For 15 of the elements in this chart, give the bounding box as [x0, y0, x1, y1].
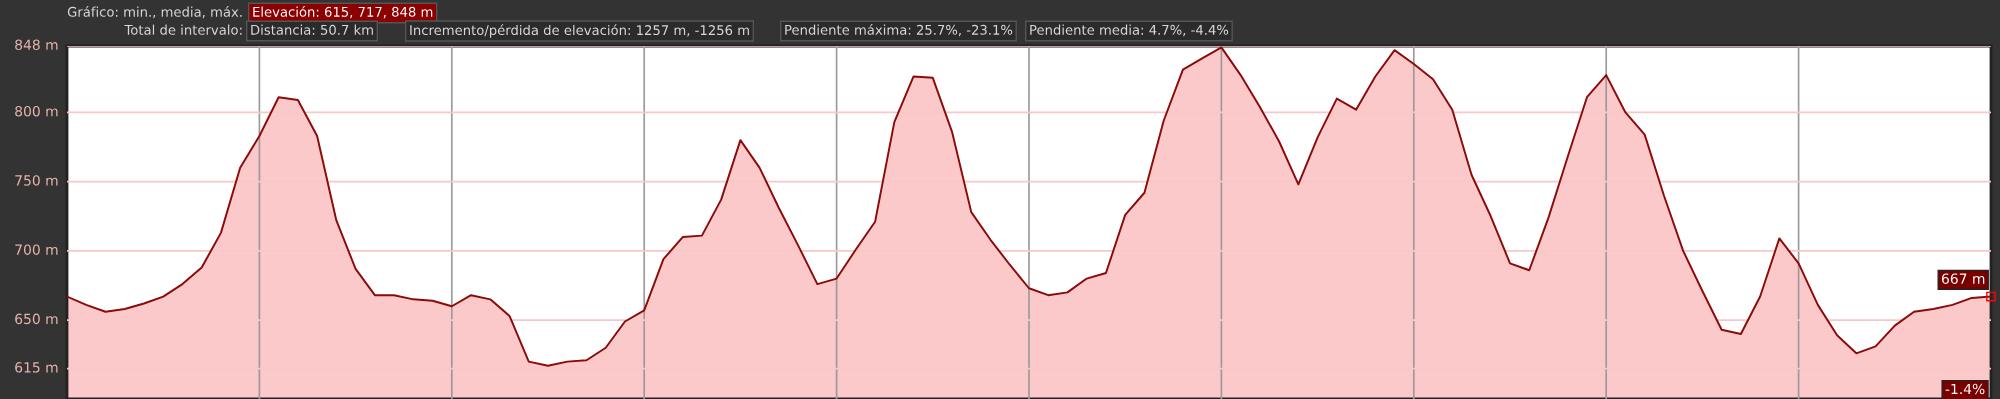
text: Pendiente media: 4.7%, -4.4%: [1030, 24, 1229, 37]
y-tick-label: 848 m: [15, 39, 58, 51]
text: Gráfico: min., media, máx.: [67, 6, 242, 19]
annotation: -1.4%: [1945, 383, 1985, 395]
y-tick-label: 700 m: [15, 244, 58, 255]
annotation: 667 m: [1941, 273, 1985, 284]
y-tick-label: 800 m: [15, 105, 58, 117]
text: Incremento/pérdida de elevación: 1257 m, -1256 m: [410, 24, 749, 38]
y-tick-label: 750 m: [15, 175, 58, 186]
text: Total de intervalo:: [124, 24, 242, 35]
y-tick-label: 650 m: [15, 313, 58, 325]
text: Elevación: 615, 717, 848 m: [253, 6, 433, 19]
text: Pendiente máxima: 25.7%, -23.1%: [785, 24, 1013, 37]
y-tick-label: 615 m: [15, 362, 58, 373]
text: Distancia: 50.7 km: [251, 24, 373, 35]
